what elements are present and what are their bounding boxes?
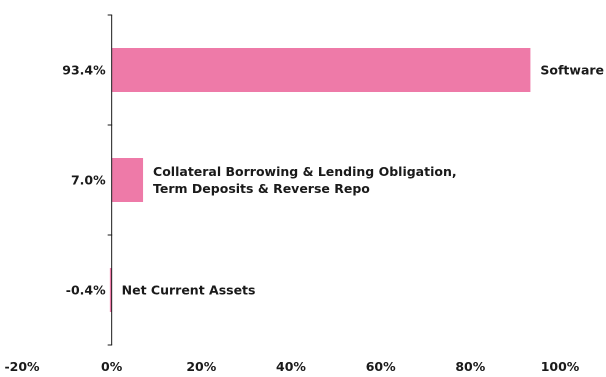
category-label-1-line-1: Term Deposits & Reverse Repo xyxy=(153,181,370,196)
category-label-0-line-0: Software xyxy=(540,63,604,78)
category-label-1-line-0: Collateral Borrowing & Lending Obligatio… xyxy=(153,164,457,179)
x-tick-label-0: -20% xyxy=(4,359,40,374)
x-tick-label-2: 20% xyxy=(186,359,216,374)
x-tick-label-6: 100% xyxy=(541,359,580,374)
value-label-2: -0.4% xyxy=(66,283,106,298)
value-label-0: 93.4% xyxy=(62,63,106,78)
bar-1 xyxy=(111,158,144,202)
value-label-1: 7.0% xyxy=(71,173,106,188)
x-tick-label-1: 0% xyxy=(101,359,123,374)
axes-layer xyxy=(107,14,113,346)
x-tick-label-4: 60% xyxy=(366,359,396,374)
category-label-2-line-0: Net Current Assets xyxy=(122,283,256,298)
bars-layer xyxy=(109,48,531,312)
labels-layer: 93.4% Software 7.0% Collateral Borrowing & … xyxy=(4,63,604,375)
bar-2 xyxy=(109,268,112,312)
bar-0 xyxy=(111,48,531,92)
x-tick-label-3: 40% xyxy=(276,359,306,374)
x-tick-label-5: 80% xyxy=(455,359,485,374)
